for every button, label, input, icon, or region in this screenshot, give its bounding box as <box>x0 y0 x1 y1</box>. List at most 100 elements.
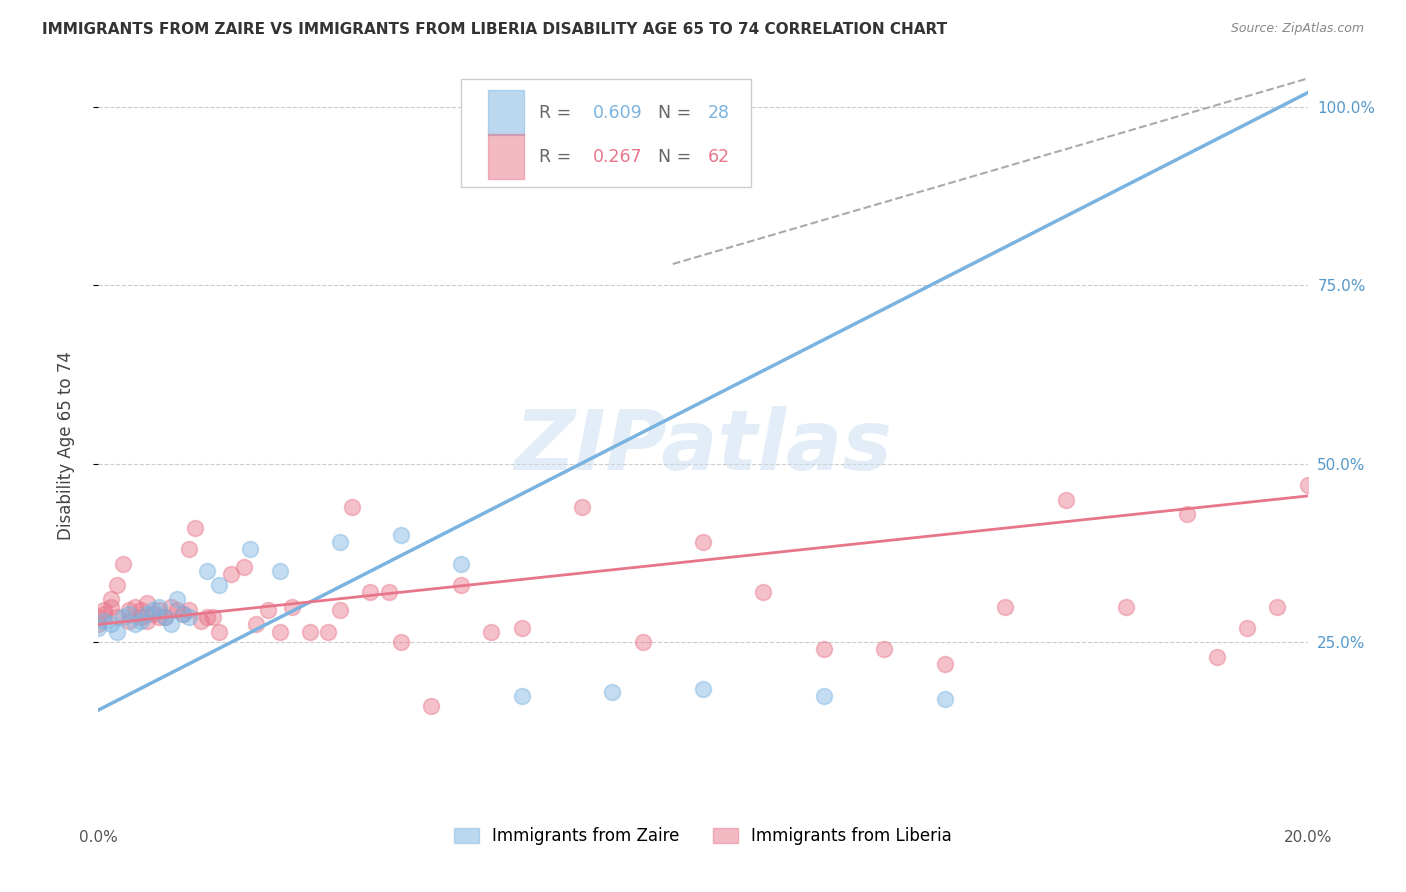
Point <box>510 689 533 703</box>
Point <box>299 624 322 639</box>
Point <box>124 599 146 614</box>
Point <box>1175 507 1198 521</box>
Text: 62: 62 <box>707 147 730 166</box>
Text: 28: 28 <box>707 103 730 121</box>
Point <box>256 603 278 617</box>
Text: 0.267: 0.267 <box>593 147 643 166</box>
Text: IMMIGRANTS FROM ZAIRE VS IMMIGRANTS FROM LIBERIA DISABILITY AGE 65 TO 74 CORRELA: IMMIGRANTS FROM ZAIRE VS IMMIGRANTS FROM… <box>42 22 948 37</box>
Point <box>631 635 654 649</box>
Point <box>105 610 128 624</box>
FancyBboxPatch shape <box>461 78 751 187</box>
Point <box>813 642 835 657</box>
Point <box>994 599 1017 614</box>
Point <box>87 621 110 635</box>
Point <box>153 610 176 624</box>
Point <box>153 610 176 624</box>
Point <box>245 617 267 632</box>
Point <box>172 607 194 621</box>
Point <box>129 614 152 628</box>
Point <box>329 535 352 549</box>
Point <box>142 607 165 621</box>
Point <box>450 578 472 592</box>
Point <box>135 614 157 628</box>
Point <box>873 642 896 657</box>
Point <box>166 592 188 607</box>
Point <box>813 689 835 703</box>
Point <box>269 624 291 639</box>
Point <box>87 610 110 624</box>
Point <box>420 699 443 714</box>
Point <box>100 592 122 607</box>
Point <box>195 564 218 578</box>
Point <box>934 657 956 671</box>
Point <box>118 607 141 621</box>
Text: R =: R = <box>538 147 576 166</box>
Point <box>148 599 170 614</box>
Point <box>1296 478 1319 492</box>
Point <box>692 681 714 696</box>
Point <box>111 610 134 624</box>
Text: Source: ZipAtlas.com: Source: ZipAtlas.com <box>1230 22 1364 36</box>
Point <box>208 578 231 592</box>
Point <box>1206 649 1229 664</box>
Point <box>118 614 141 628</box>
Point <box>239 542 262 557</box>
Point <box>160 599 183 614</box>
Point <box>148 610 170 624</box>
FancyBboxPatch shape <box>488 134 524 179</box>
Point <box>179 542 201 557</box>
Point <box>142 603 165 617</box>
Point <box>329 603 352 617</box>
Point <box>202 610 225 624</box>
Point <box>93 603 115 617</box>
Point <box>160 617 183 632</box>
Point <box>105 578 128 592</box>
Legend: Immigrants from Zaire, Immigrants from Liberia: Immigrants from Zaire, Immigrants from L… <box>446 819 960 854</box>
Text: ZIPatlas: ZIPatlas <box>515 406 891 486</box>
Point <box>166 603 188 617</box>
Point <box>100 599 122 614</box>
FancyBboxPatch shape <box>488 90 524 135</box>
Point <box>934 692 956 706</box>
Point <box>281 599 304 614</box>
Point <box>360 585 382 599</box>
Text: 0.609: 0.609 <box>593 103 643 121</box>
Point <box>481 624 503 639</box>
Point <box>1054 492 1077 507</box>
Point <box>179 610 201 624</box>
Point <box>389 528 412 542</box>
Text: R =: R = <box>538 103 576 121</box>
Point <box>342 500 364 514</box>
Point <box>221 567 243 582</box>
Point <box>111 557 134 571</box>
Text: N =: N = <box>647 147 697 166</box>
Point <box>93 614 115 628</box>
Y-axis label: Disability Age 65 to 74: Disability Age 65 to 74 <box>56 351 75 541</box>
Point <box>105 624 128 639</box>
Point <box>179 603 201 617</box>
Point <box>184 521 207 535</box>
Point <box>316 624 339 639</box>
Point <box>1267 599 1289 614</box>
Point <box>118 603 141 617</box>
Text: N =: N = <box>647 103 697 121</box>
Point <box>1115 599 1137 614</box>
Point <box>752 585 775 599</box>
Point <box>129 603 152 617</box>
Point <box>135 596 157 610</box>
Point <box>195 610 218 624</box>
Point <box>1236 621 1258 635</box>
Point <box>510 621 533 635</box>
Point <box>377 585 399 599</box>
Point <box>190 614 212 628</box>
Point <box>389 635 412 649</box>
Point <box>692 535 714 549</box>
Point <box>87 617 110 632</box>
Point <box>232 560 254 574</box>
Point <box>602 685 624 699</box>
Point <box>124 617 146 632</box>
Point <box>269 564 291 578</box>
Point <box>100 617 122 632</box>
Point <box>208 624 231 639</box>
Point <box>135 607 157 621</box>
